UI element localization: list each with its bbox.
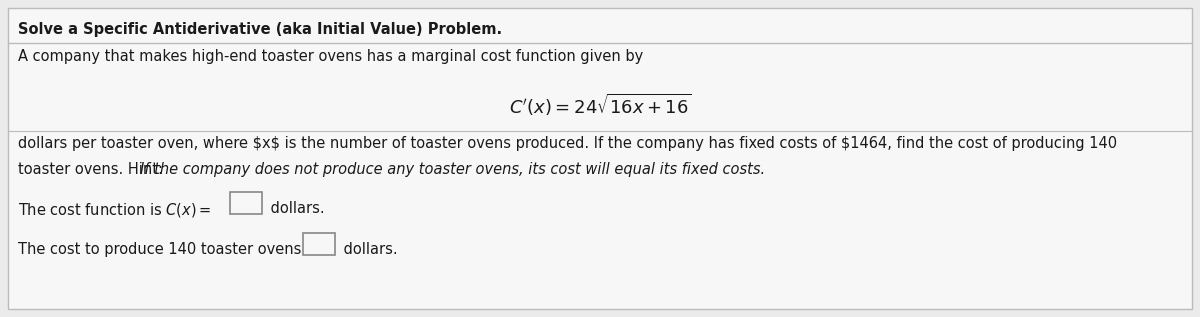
FancyBboxPatch shape <box>302 233 335 255</box>
Text: A company that makes high-end toaster ovens has a marginal cost function given b: A company that makes high-end toaster ov… <box>18 49 643 64</box>
Text: dollars.: dollars. <box>266 201 325 216</box>
Text: $C^{\prime}(x) = 24\sqrt{16x + 16}$: $C^{\prime}(x) = 24\sqrt{16x + 16}$ <box>509 92 691 118</box>
FancyBboxPatch shape <box>230 192 262 214</box>
Text: Solve a Specific Antiderivative (aka Initial Value) Problem.: Solve a Specific Antiderivative (aka Ini… <box>18 22 502 37</box>
Text: The cost to produce 140 toaster ovens is: The cost to produce 140 toaster ovens is <box>18 242 318 257</box>
Text: The cost function is $C(x) =$: The cost function is $C(x) =$ <box>18 201 211 219</box>
FancyBboxPatch shape <box>8 8 1192 309</box>
Text: If the company does not produce any toaster ovens, its cost will equal its fixed: If the company does not produce any toas… <box>140 162 766 177</box>
Text: dollars.: dollars. <box>340 242 397 257</box>
Text: dollars per toaster oven, where $x$ is the number of toaster ovens produced. If : dollars per toaster oven, where $x$ is t… <box>18 136 1117 151</box>
Text: toaster ovens. Hint:: toaster ovens. Hint: <box>18 162 168 177</box>
